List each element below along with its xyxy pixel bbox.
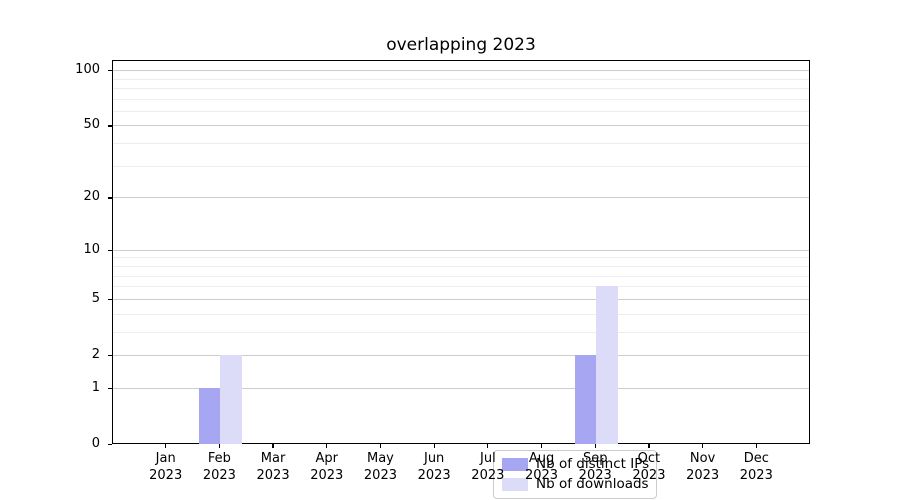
gridline-major	[113, 298, 809, 300]
gridline-minor	[113, 110, 809, 112]
gridline-major	[113, 387, 809, 389]
y-tick-label: 20	[83, 189, 100, 205]
x-tick-mark	[165, 444, 167, 448]
x-tick-mark	[594, 444, 596, 448]
y-tick-label: 50	[83, 117, 100, 133]
gridline-minor	[113, 98, 809, 100]
gridline-minor	[113, 165, 809, 167]
gridline-minor	[113, 87, 809, 89]
x-tick-label: Jul 2023	[471, 451, 505, 483]
gridline-major	[113, 354, 809, 356]
x-tick-mark	[433, 444, 435, 448]
y-tick-mark	[108, 70, 112, 72]
y-tick-label: 1	[91, 379, 100, 395]
x-tick-label: Mar 2023	[256, 451, 290, 483]
legend-swatch-downloads	[502, 477, 528, 491]
gridline-major	[113, 70, 809, 72]
x-tick-label: May 2023	[363, 451, 397, 483]
y-tick-label: 100	[75, 62, 100, 78]
bar-nb-of-distinct-ips	[574, 354, 597, 444]
bar-nb-of-distinct-ips	[198, 387, 221, 444]
chart-title: overlapping 2023	[386, 35, 536, 55]
x-tick-mark	[379, 444, 382, 448]
x-tick-label: Jun 2023	[417, 451, 451, 483]
x-tick-mark	[540, 444, 543, 448]
legend-label-downloads: Nb of downloads	[536, 476, 649, 492]
gridline-minor	[113, 143, 809, 145]
gridline-minor	[113, 78, 809, 80]
y-tick-mark	[108, 354, 112, 357]
bar-nb-of-downloads	[220, 354, 242, 444]
x-tick-label: Feb 2023	[202, 451, 236, 483]
y-tick-mark	[108, 444, 112, 446]
legend-label-distinct-ips: Nb of distinct IPs	[536, 456, 650, 472]
legend-swatch-distinct-ips	[502, 457, 528, 471]
y-tick-label: 5	[91, 290, 100, 306]
gridline-minor	[113, 313, 809, 315]
gridline-major	[113, 125, 809, 127]
x-tick-label: Sep 2023	[578, 451, 612, 483]
bar-nb-of-downloads	[596, 286, 618, 444]
legend-item-distinct-ips: Nb of distinct IPs	[502, 456, 650, 472]
x-tick-mark	[326, 444, 328, 448]
gridline-major	[113, 249, 809, 251]
x-tick-label: Nov 2023	[686, 451, 720, 483]
x-tick-mark	[702, 444, 704, 448]
gridline-minor	[113, 257, 809, 259]
x-tick-label: Apr 2023	[310, 451, 344, 483]
gridline-minor	[113, 331, 809, 333]
y-tick-label: 0	[91, 436, 100, 451]
y-tick-mark	[108, 387, 112, 390]
x-tick-mark	[755, 444, 757, 448]
y-tick-mark	[108, 125, 112, 127]
gridline-minor	[113, 265, 809, 267]
x-tick-mark	[218, 444, 220, 448]
x-tick-label: Jan 2023	[149, 451, 183, 483]
legend: Nb of distinct IPs Nb of downloads	[493, 450, 657, 499]
plot-area: Nb of distinct IPs Nb of downloads	[112, 60, 810, 499]
x-tick-mark	[648, 444, 650, 448]
y-tick-label: 10	[83, 241, 100, 257]
y-tick-label: 2	[91, 346, 100, 362]
y-tick-mark	[108, 249, 112, 251]
x-tick-label: Oct 2023	[632, 451, 666, 483]
y-tick-mark	[108, 298, 112, 301]
x-tick-mark	[487, 444, 489, 448]
gridline-major	[113, 197, 809, 199]
gridline-minor	[113, 286, 809, 288]
legend-item-downloads: Nb of downloads	[502, 476, 649, 492]
x-tick-label: Aug 2023	[524, 451, 559, 483]
y-tick-mark	[108, 197, 112, 199]
x-tick-label: Dec 2023	[739, 451, 773, 483]
gridline-minor	[113, 275, 809, 277]
x-tick-mark	[272, 444, 274, 448]
